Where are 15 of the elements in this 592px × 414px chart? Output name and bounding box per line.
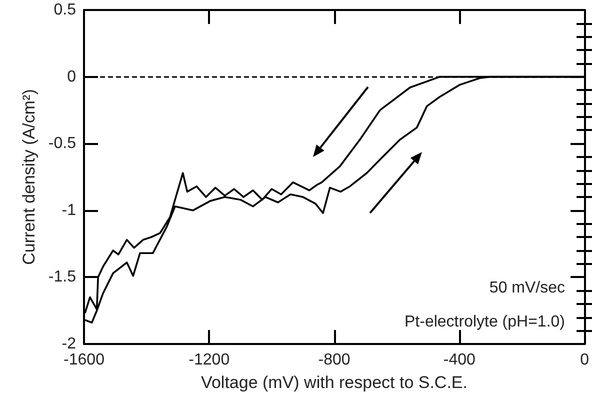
x-tick-label: -1200 xyxy=(188,352,230,368)
y-tick-label: -0.5 xyxy=(48,135,76,152)
y-axis-title: Current density (A/cm²) xyxy=(20,89,39,265)
y-tick-label: -1 xyxy=(62,202,76,219)
annotation: 50 mV/sec xyxy=(489,280,566,296)
y-tick-label: -2 xyxy=(62,336,76,352)
annotation: Pt-electrolyte (pH=1.0) xyxy=(404,314,566,330)
x-tick-label: -800 xyxy=(318,352,350,368)
y-tick-label: 0 xyxy=(67,68,76,86)
x-tick-label: -1600 xyxy=(64,352,105,368)
y-tick-label: 0.5 xyxy=(54,2,76,18)
x-tick-label: 0 xyxy=(580,352,590,368)
y-tick-label: -1.5 xyxy=(48,268,76,286)
x-axis-title: Voltage (mV) with respect to S.C.E. xyxy=(201,373,468,392)
x-tick-label: -400 xyxy=(443,352,476,368)
